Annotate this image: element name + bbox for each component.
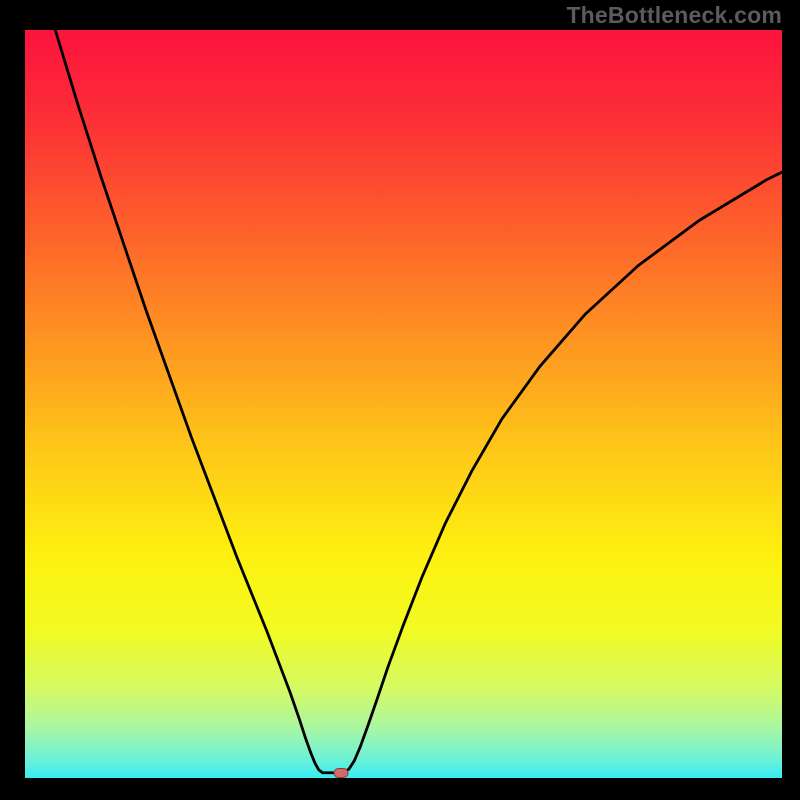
watermark-text: TheBottleneck.com [566,2,782,29]
chart-frame: TheBottleneck.com [0,0,800,800]
minimum-marker [334,768,349,778]
plot-background [25,30,782,778]
plot-svg [25,30,782,778]
plot-area [25,30,782,778]
